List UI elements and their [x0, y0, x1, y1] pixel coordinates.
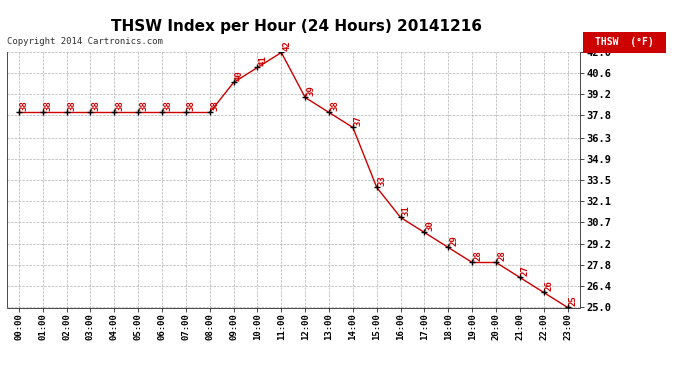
Text: 25: 25: [569, 296, 578, 306]
Text: 37: 37: [354, 116, 363, 126]
Text: 30: 30: [426, 220, 435, 231]
Text: 38: 38: [187, 100, 196, 111]
Text: 38: 38: [330, 100, 339, 111]
Text: 28: 28: [497, 251, 506, 261]
Text: THSW Index per Hour (24 Hours) 20141216: THSW Index per Hour (24 Hours) 20141216: [111, 19, 482, 34]
Text: 40: 40: [235, 70, 244, 81]
Text: Copyright 2014 Cartronics.com: Copyright 2014 Cartronics.com: [7, 38, 163, 46]
Text: 26: 26: [545, 280, 554, 291]
Text: 42: 42: [282, 40, 291, 51]
Text: 38: 38: [139, 100, 148, 111]
Text: 29: 29: [449, 236, 458, 246]
Text: 28: 28: [473, 251, 482, 261]
Text: 39: 39: [306, 86, 315, 96]
Text: 38: 38: [210, 100, 220, 111]
Text: 27: 27: [521, 266, 530, 276]
Text: 38: 38: [115, 100, 124, 111]
Text: 38: 38: [92, 100, 101, 111]
Text: 41: 41: [259, 56, 268, 66]
Text: 38: 38: [43, 100, 52, 111]
Text: 38: 38: [68, 100, 77, 111]
Text: THSW  (°F): THSW (°F): [595, 37, 654, 47]
Text: 31: 31: [402, 206, 411, 216]
Text: 38: 38: [163, 100, 172, 111]
Text: 33: 33: [378, 176, 387, 186]
Text: 38: 38: [20, 100, 29, 111]
